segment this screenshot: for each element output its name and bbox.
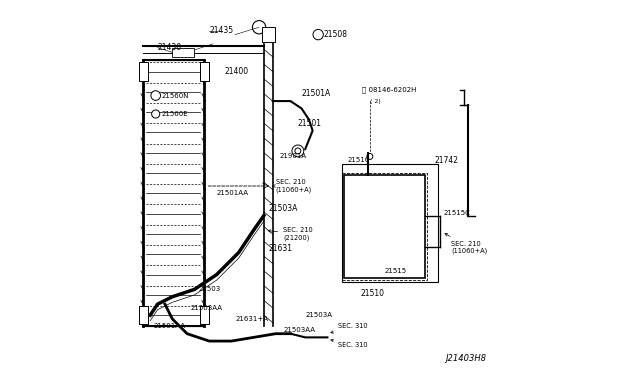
Text: Ⓑ 08146-6202H: Ⓑ 08146-6202H — [362, 87, 417, 93]
Text: 21516: 21516 — [348, 157, 370, 163]
Circle shape — [295, 148, 301, 154]
Text: SEC. 210
(21200): SEC. 210 (21200) — [268, 227, 313, 241]
Circle shape — [152, 110, 160, 118]
Text: 21503A: 21503A — [268, 203, 298, 213]
Text: 21631: 21631 — [268, 244, 292, 253]
Text: 21501: 21501 — [298, 119, 322, 128]
Text: 21631+A: 21631+A — [235, 316, 268, 322]
Text: 21510: 21510 — [360, 289, 384, 298]
Text: 21503: 21503 — [198, 286, 220, 292]
Bar — [344, 175, 425, 278]
Text: 21508: 21508 — [324, 30, 348, 39]
Text: 21503AA: 21503AA — [191, 305, 223, 311]
Text: 21515C: 21515C — [444, 209, 470, 216]
Text: 21742: 21742 — [435, 155, 458, 165]
Text: SEC. 310: SEC. 310 — [331, 323, 368, 333]
Text: 21501AA: 21501AA — [154, 323, 186, 329]
Circle shape — [184, 49, 191, 56]
Bar — [342, 173, 427, 280]
Circle shape — [151, 91, 161, 100]
Bar — [143, 61, 204, 326]
Bar — [139, 306, 148, 324]
Circle shape — [292, 145, 304, 157]
Text: 21430: 21430 — [157, 43, 182, 52]
Text: SEC. 210
(11060+A): SEC. 210 (11060+A) — [445, 234, 487, 254]
Text: SEC. 210
(11060+A): SEC. 210 (11060+A) — [273, 179, 312, 193]
Text: 21501AA: 21501AA — [216, 190, 248, 196]
Circle shape — [367, 154, 372, 160]
Bar — [262, 27, 275, 42]
Text: 21503A: 21503A — [305, 312, 332, 318]
Text: SEC. 310: SEC. 310 — [331, 339, 368, 348]
Bar — [342, 164, 438, 282]
Bar — [200, 306, 209, 324]
Text: 21435: 21435 — [209, 26, 234, 35]
Text: J21403H8: J21403H8 — [445, 354, 486, 363]
Text: 21400: 21400 — [224, 67, 248, 76]
Text: 21901A: 21901A — [280, 154, 307, 160]
Circle shape — [313, 29, 323, 40]
Text: 21560N: 21560N — [161, 93, 189, 99]
Circle shape — [252, 20, 266, 34]
Bar — [172, 48, 195, 57]
Text: 21515: 21515 — [385, 268, 407, 274]
Bar — [200, 62, 209, 81]
Text: ( 2): ( 2) — [370, 99, 381, 103]
Text: 21560E: 21560E — [161, 111, 188, 117]
Text: 21503AA: 21503AA — [283, 327, 315, 333]
Text: 21501A: 21501A — [301, 89, 331, 98]
Bar — [139, 62, 148, 81]
